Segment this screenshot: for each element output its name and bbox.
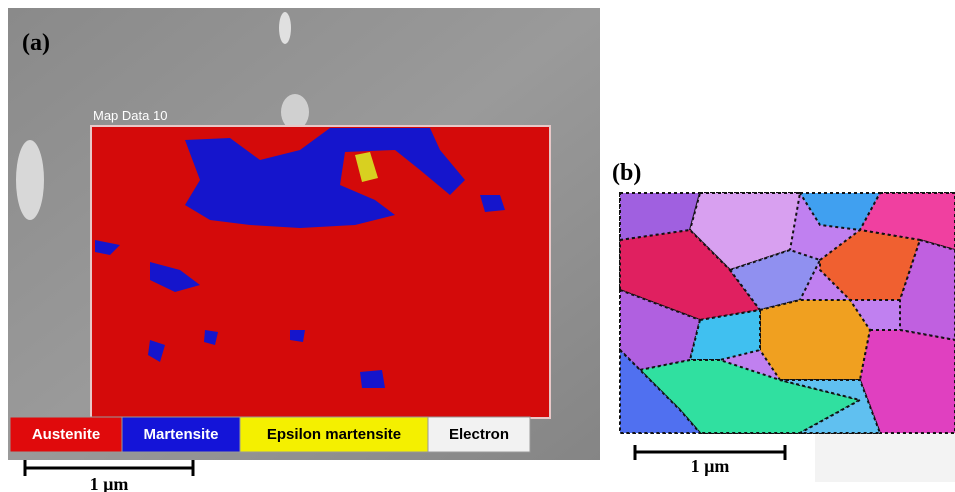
figure: (a) Map Data 10 Austenite Martensite Epsil… bbox=[0, 0, 955, 492]
particle bbox=[279, 12, 291, 44]
panel-label: (a) bbox=[22, 30, 50, 56]
particle bbox=[16, 140, 44, 220]
ebsd-map bbox=[620, 193, 955, 433]
panel-label: (b) bbox=[612, 160, 641, 186]
scale-label: 1 µm bbox=[90, 474, 129, 492]
particle bbox=[281, 94, 309, 130]
legend: Austenite Martensite Epsilon martensite Ele… bbox=[10, 417, 530, 452]
background-patch bbox=[815, 432, 955, 482]
map-title: Map Data 10 bbox=[93, 108, 167, 123]
legend-label: Austenite bbox=[32, 426, 100, 443]
scale-label: 1 µm bbox=[691, 456, 730, 476]
legend-label: Electron bbox=[449, 426, 509, 443]
legend-label: Epsilon martensite bbox=[267, 426, 401, 443]
legend-label: Martensite bbox=[143, 426, 218, 443]
